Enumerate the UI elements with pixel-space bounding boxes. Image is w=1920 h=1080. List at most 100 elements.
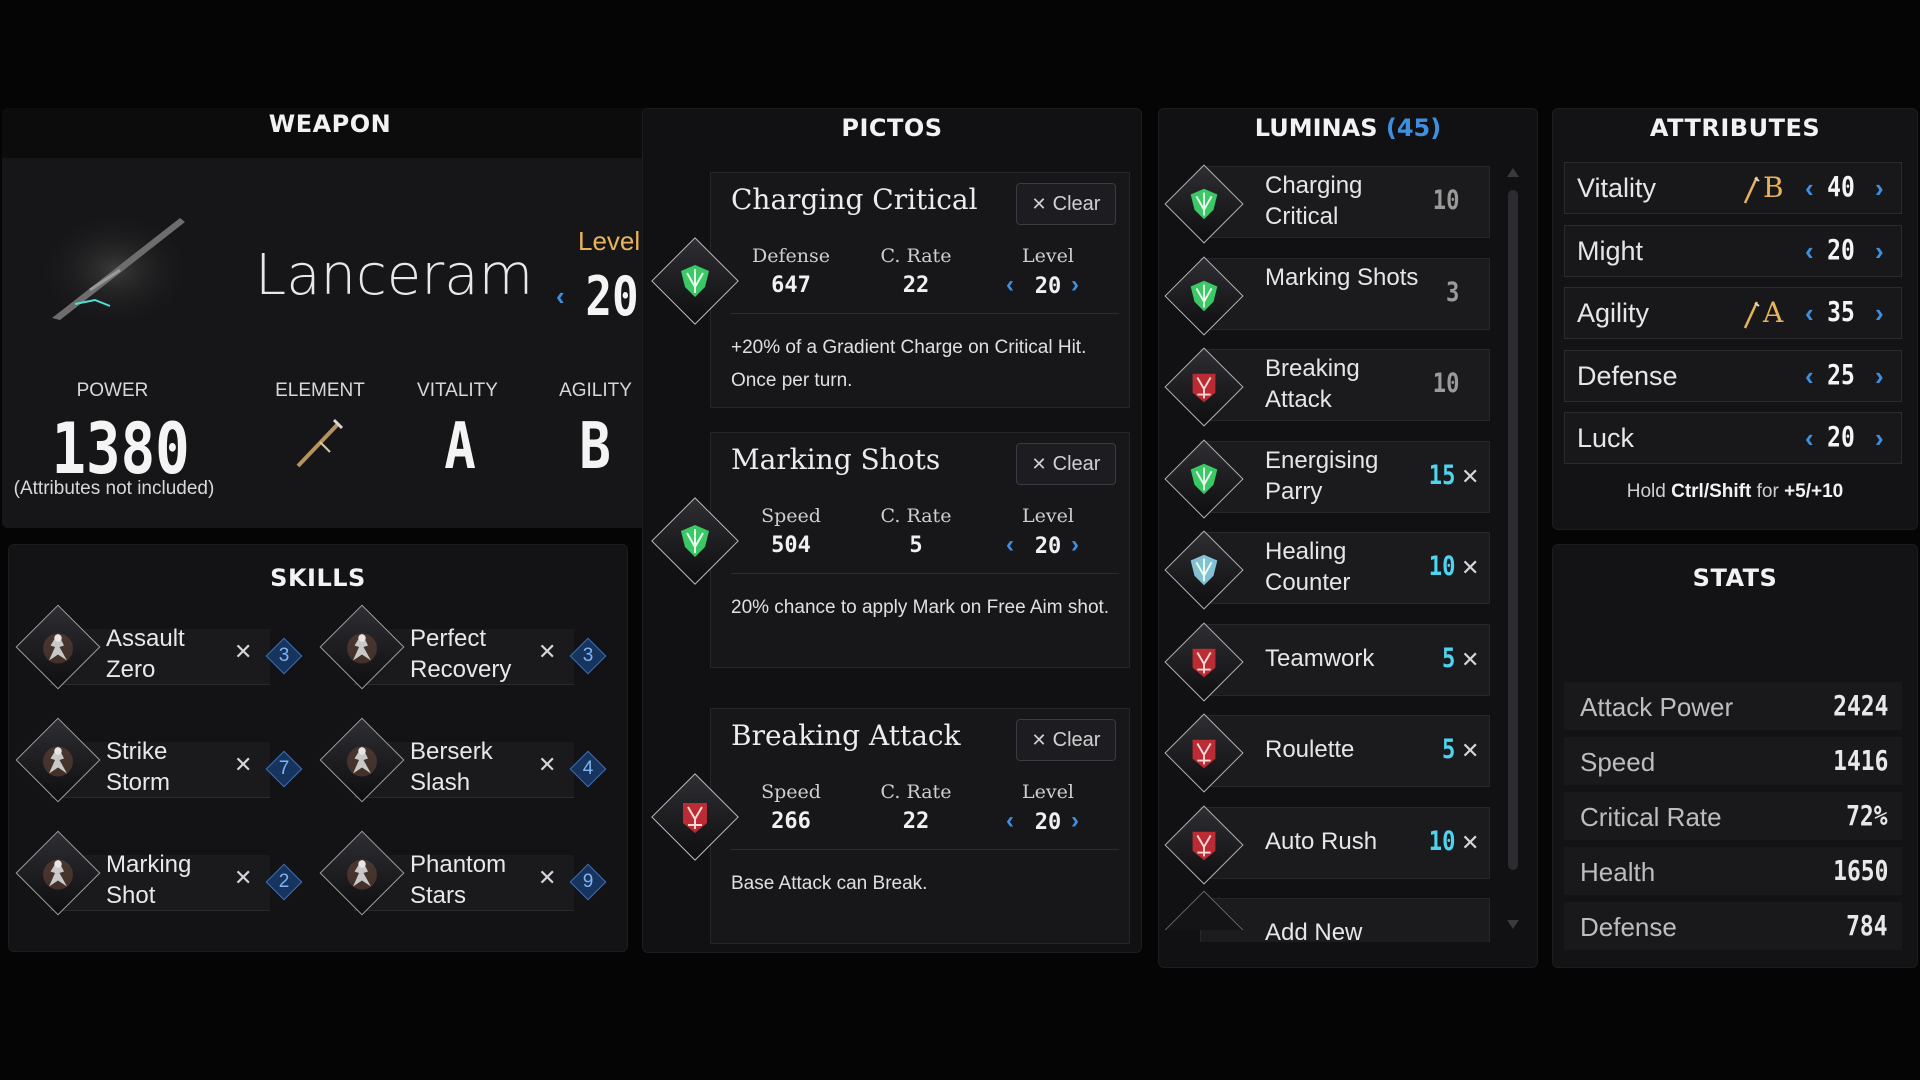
skill-icon[interactable] [15, 604, 101, 690]
lumina-icon[interactable] [1164, 530, 1244, 610]
attribute-increase-button[interactable]: › [1875, 235, 1884, 266]
remove-lumina-button[interactable]: ✕ [1461, 738, 1480, 763]
stat-row: Defense 784 [1564, 902, 1902, 950]
picto-level-next-button[interactable]: › [1071, 531, 1079, 558]
picto-card[interactable]: Marking Shots ✕ Clear Speed 504 C. Rate 5 Level… [710, 432, 1130, 668]
scroll-down-icon[interactable] [1507, 920, 1519, 929]
remove-lumina-button[interactable]: ✕ [1461, 555, 1480, 580]
remove-lumina-button[interactable]: ✕ [1461, 646, 1480, 672]
lumina-row[interactable]: Roulette 5 ✕ [1200, 715, 1490, 787]
scroll-up-icon[interactable] [1507, 168, 1519, 177]
stat-value: 1650 [1832, 854, 1888, 887]
remove-skill-button[interactable]: ✕ [234, 865, 253, 890]
scrollbar-thumb[interactable] [1508, 190, 1518, 870]
picto-level-prev-button[interactable]: ‹ [1006, 271, 1014, 298]
skill-icon[interactable] [319, 604, 405, 690]
weapon-level-prev-button[interactable]: ‹ [556, 281, 565, 311]
stat-name: Critical Rate [1580, 802, 1722, 832]
lumina-row[interactable]: Healing Counter 10 ✕ [1200, 532, 1490, 604]
attribute-decrease-button[interactable]: ‹ [1805, 360, 1814, 391]
skill-icon[interactable] [319, 830, 405, 916]
picto-level-label: Level [1022, 245, 1074, 267]
picto-card[interactable]: Breaking Attack ✕ Clear Speed 266 C. Rate 22 Le… [710, 708, 1130, 944]
attribute-row: Defense ‹ 25 › [1564, 349, 1902, 402]
skill-art-icon [341, 626, 383, 668]
clear-label: Clear [1052, 193, 1101, 215]
weapon-element-label: ELEMENT [275, 380, 365, 401]
attribute-increase-button[interactable]: › [1875, 298, 1884, 328]
lumina-row[interactable]: Auto Rush 10 ✕ [1200, 806, 1490, 879]
stats-title: STATS [1692, 564, 1778, 592]
skill-icon[interactable] [15, 830, 101, 916]
attribute-decrease-button[interactable]: ‹ [1805, 173, 1814, 203]
skill-cost-badge: 3 [569, 637, 607, 675]
lumina-row[interactable]: Teamwork 5 ✕ [1200, 623, 1490, 696]
clear-button[interactable]: ✕ Clear [1016, 183, 1116, 225]
skill-card[interactable]: Assault Zero ✕ 3 [15, 604, 303, 709]
skill-card[interactable]: Phantom Stars ✕ 9 [319, 830, 607, 935]
remove-skill-button[interactable]: ✕ [538, 865, 557, 890]
attribute-value: 25 [1827, 357, 1855, 391]
picto-description: 20% chance to apply Mark on Free Aim sho… [731, 597, 1110, 618]
green-crest-icon [1185, 277, 1223, 315]
lumina-icon[interactable] [1164, 713, 1244, 793]
picto-icon[interactable] [651, 773, 739, 861]
skill-cost-badge: 2 [265, 863, 303, 901]
picto-card[interactable]: Charging Critical ✕ Clear Defense 647 C. Rate… [710, 172, 1130, 408]
attribute-name: Defense [1577, 360, 1678, 391]
skill-card[interactable]: Marking Shot ✕ 2 [15, 830, 303, 935]
picto-divider [731, 313, 1119, 314]
lumina-row[interactable]: Energising Parry 15 ✕ [1200, 440, 1490, 513]
remove-skill-button[interactable]: ✕ [538, 752, 557, 777]
skill-icon[interactable] [319, 717, 405, 803]
picto-level-prev-button[interactable]: ‹ [1006, 531, 1014, 558]
remove-skill-button[interactable]: ✕ [234, 752, 253, 777]
skill-card[interactable]: Perfect Recovery ✕ 3 [319, 604, 607, 709]
lumina-icon[interactable] [1164, 438, 1244, 519]
clear-button[interactable]: ✕ Clear [1016, 719, 1116, 761]
skill-icon[interactable] [15, 717, 101, 803]
picto-level-next-button[interactable]: › [1071, 271, 1079, 298]
weapon-vitality-label: VITALITY [417, 380, 498, 401]
attribute-value: 35 [1827, 295, 1855, 328]
lumina-icon[interactable] [1164, 255, 1244, 336]
attribute-decrease-button[interactable]: ‹ [1805, 423, 1814, 453]
lumina-row[interactable]: Charging Critical 10 [1200, 166, 1490, 238]
lumina-row[interactable]: Marking Shots 3 [1200, 257, 1490, 330]
green-crest-icon [673, 259, 717, 303]
attribute-decrease-button[interactable]: ‹ [1805, 298, 1814, 328]
lumina-row[interactable]: Breaking Attack 10 [1200, 349, 1490, 421]
picto-icon[interactable] [651, 237, 739, 325]
picto-level-prev-button[interactable]: ‹ [1006, 807, 1014, 834]
lumina-name: Roulette [1265, 736, 1355, 763]
luminas-scrollbar[interactable] [1506, 168, 1520, 938]
lumina-icon[interactable] [1164, 347, 1244, 427]
attribute-name: Might [1577, 235, 1644, 266]
remove-lumina-button[interactable]: ✕ [1461, 463, 1480, 489]
remove-skill-button[interactable]: ✕ [538, 639, 557, 664]
skill-card[interactable]: Strike Storm ✕ 7 [15, 717, 303, 822]
green-crest-icon [1185, 185, 1223, 223]
skill-card[interactable]: Berserk Slash ✕ 4 [319, 717, 607, 822]
weapon-title: WEAPON [268, 110, 392, 138]
hint-prefix: Hold [1626, 481, 1666, 502]
attribute-increase-button[interactable]: › [1875, 360, 1884, 391]
stat-value: 2424 [1832, 689, 1888, 722]
attribute-decrease-button[interactable]: ‹ [1805, 235, 1814, 266]
clear-button[interactable]: ✕ Clear [1016, 443, 1116, 485]
lumina-icon[interactable] [1164, 164, 1244, 244]
picto-icon[interactable] [651, 497, 739, 585]
clear-icon: ✕ [1031, 194, 1047, 214]
skill-name: Perfect Recovery [410, 625, 512, 683]
attribute-increase-button[interactable]: › [1875, 173, 1884, 203]
lumina-icon[interactable] [1164, 804, 1244, 885]
lumina-icon[interactable] [1164, 621, 1244, 702]
attribute-increase-button[interactable]: › [1875, 423, 1884, 453]
remove-skill-button[interactable]: ✕ [234, 639, 253, 664]
lumina-name: Healing Counter [1265, 538, 1351, 596]
remove-lumina-button[interactable]: ✕ [1461, 829, 1480, 855]
picto-stat2-label: C. Rate [880, 505, 952, 527]
add-new-lumina-button[interactable]: Add New [1200, 898, 1490, 946]
weapon-image[interactable] [30, 200, 200, 340]
picto-level-next-button[interactable]: › [1071, 807, 1079, 834]
